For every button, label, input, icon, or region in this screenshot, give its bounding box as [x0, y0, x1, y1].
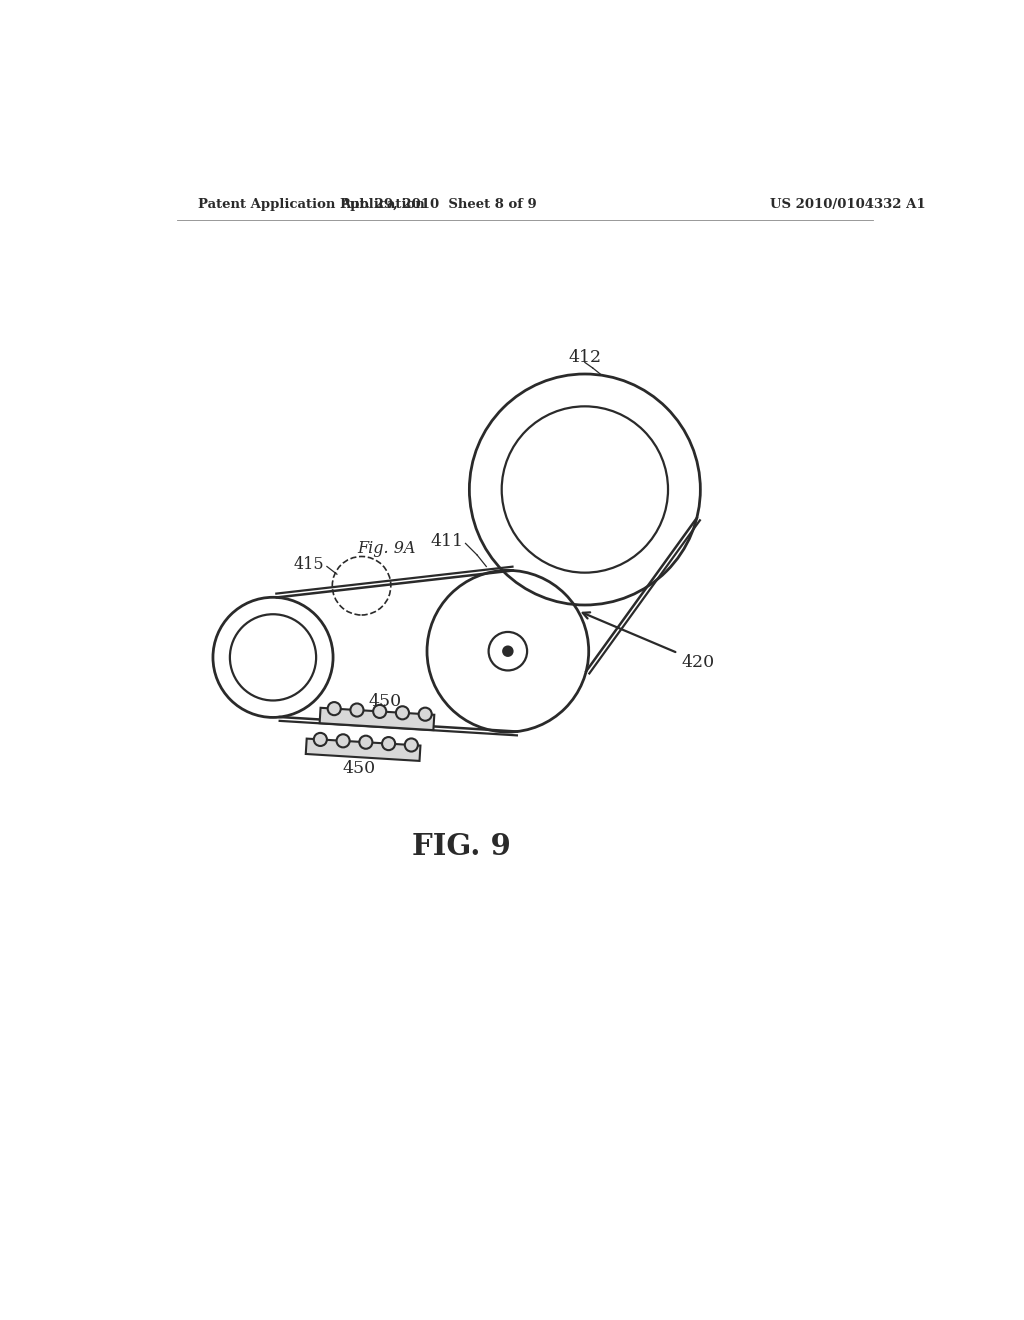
Text: 411: 411: [430, 532, 463, 549]
Circle shape: [382, 737, 395, 750]
Text: Patent Application Publication: Patent Application Publication: [199, 198, 425, 211]
Circle shape: [359, 735, 373, 748]
Text: 412: 412: [568, 348, 601, 366]
Circle shape: [337, 734, 349, 747]
Text: US 2010/0104332 A1: US 2010/0104332 A1: [770, 198, 926, 211]
Text: 420: 420: [682, 653, 715, 671]
Text: Fig. 9A: Fig. 9A: [357, 540, 416, 557]
Circle shape: [503, 647, 512, 656]
Text: FIG. 9: FIG. 9: [413, 832, 511, 861]
Text: 415: 415: [294, 556, 325, 573]
Circle shape: [404, 738, 418, 751]
Circle shape: [396, 706, 409, 719]
Circle shape: [419, 708, 432, 721]
Circle shape: [373, 705, 386, 718]
Polygon shape: [306, 739, 421, 760]
Text: 450: 450: [368, 693, 401, 710]
Circle shape: [328, 702, 341, 715]
Text: Apr. 29, 2010  Sheet 8 of 9: Apr. 29, 2010 Sheet 8 of 9: [340, 198, 537, 211]
Circle shape: [313, 733, 327, 746]
Circle shape: [350, 704, 364, 717]
Polygon shape: [319, 708, 434, 730]
Text: 450: 450: [343, 760, 376, 776]
